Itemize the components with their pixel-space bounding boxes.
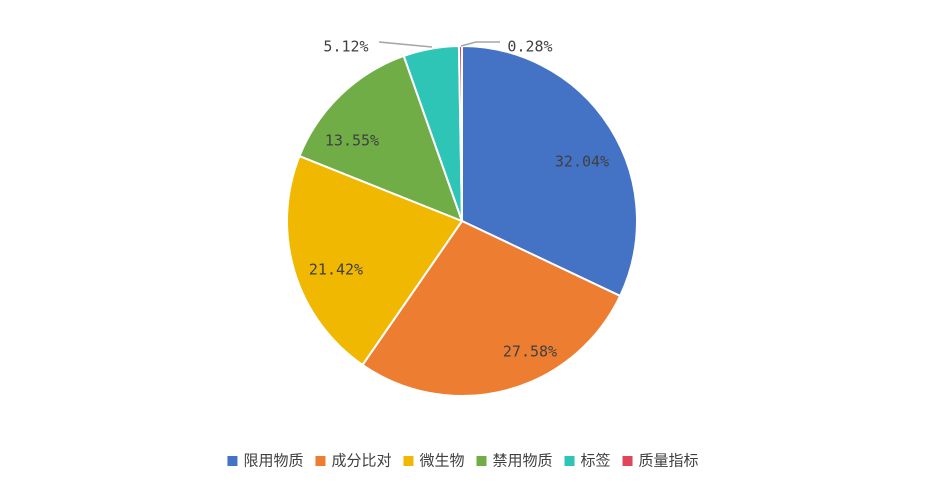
legend-item-0: 限用物质 [227, 452, 303, 470]
pie-slice-3 [298, 54, 464, 223]
pie-slices [286, 44, 638, 397]
legend-item-2: 微生物 [403, 452, 465, 470]
legend-swatch-5 [622, 456, 633, 466]
legend-item-5: 质量指标 [622, 452, 699, 470]
legend-swatch-2 [403, 456, 414, 466]
data-label-2: 21.42% [309, 261, 363, 279]
data-label-3: 13.55% [325, 132, 379, 150]
legend-item-1: 成分比对 [315, 452, 391, 470]
pie-slice-0 [461, 44, 638, 298]
legend-item-4: 标签 [564, 452, 611, 470]
leader-line-5 [460, 41, 500, 47]
legend-label-0: 限用物质 [243, 452, 303, 470]
legend-swatch-3 [476, 456, 487, 466]
pie-slice-1 [361, 219, 622, 397]
legend-label-3: 禁用物质 [493, 452, 553, 470]
legend-label-4: 标签 [581, 452, 611, 470]
leader-lines [378, 41, 500, 48]
data-label-4: 5.12% [323, 38, 368, 56]
data-labels: 32.04% 27.58% 21.42% 13.55% 5.12% 0.28% [309, 38, 609, 361]
legend: 限用物质 成分比对 微生物 禁用物质 标签 质量指标 [227, 452, 699, 470]
data-label-0: 32.04% [555, 153, 609, 171]
legend-swatch-0 [227, 456, 238, 466]
legend-label-5: 质量指标 [639, 452, 699, 470]
legend-swatch-1 [315, 456, 326, 466]
legend-swatch-4 [564, 456, 575, 466]
legend-item-3: 禁用物质 [476, 452, 553, 470]
data-label-1: 27.58% [503, 343, 557, 361]
pie-slice-2 [286, 154, 464, 367]
data-label-5: 0.28% [507, 38, 552, 56]
leader-line-4 [378, 41, 433, 48]
legend-label-1: 成分比对 [331, 452, 391, 470]
legend-label-2: 微生物 [419, 452, 464, 470]
